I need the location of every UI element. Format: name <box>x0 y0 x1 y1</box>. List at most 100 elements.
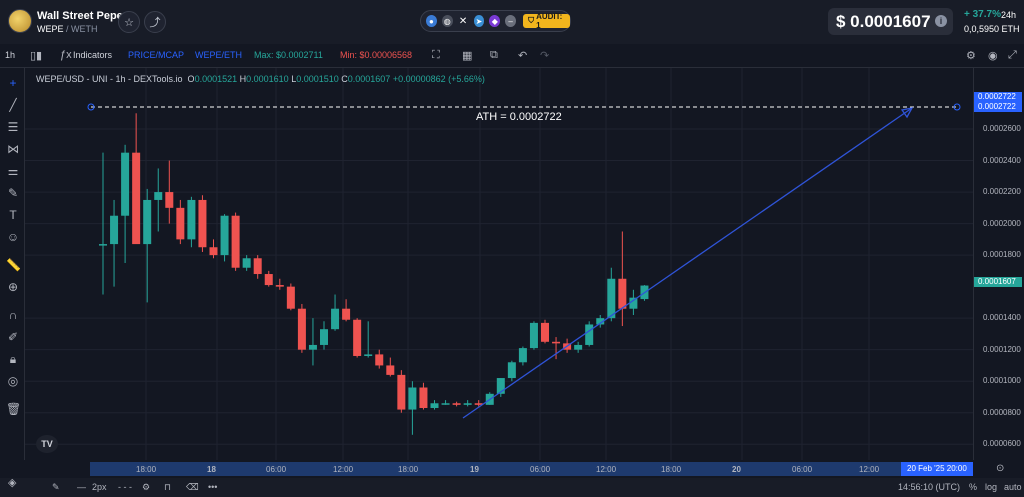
candle-body <box>110 215 119 245</box>
pattern-icon[interactable]: ⋈ <box>7 142 19 156</box>
price-mcap-toggle[interactable]: PRICE/MCAP <box>128 50 185 60</box>
price-tick: 0.0000800 <box>983 407 1021 417</box>
candle-body <box>541 322 549 342</box>
ath-line-handle-left[interactable] <box>87 103 95 111</box>
interval-button[interactable]: 1h <box>5 50 16 60</box>
tradingview-logo[interactable]: TV <box>36 435 58 453</box>
chart-layout-icon[interactable]: ▦ <box>462 50 473 62</box>
layers-icon[interactable]: ◈ <box>8 477 17 489</box>
text-icon[interactable]: T <box>9 208 17 222</box>
candle-body <box>231 215 240 268</box>
ohlc-legend: WEPE/USD - UNI - 1h - DEXTools.io O0.000… <box>36 74 485 84</box>
redo-icon[interactable]: ↷ <box>540 50 550 62</box>
price-tick: 0.0001800 <box>983 250 1021 260</box>
indicators-button[interactable]: Indicators <box>73 50 113 60</box>
dextools-icon[interactable]: ◆ <box>489 15 501 27</box>
pair-toggle[interactable]: WEPE/ETH <box>195 50 243 60</box>
stroke-width[interactable]: 2px <box>92 482 107 492</box>
magnet-icon[interactable]: ∩ <box>8 308 18 322</box>
compare-icon[interactable]: ⧉ <box>490 49 498 61</box>
brush-icon[interactable]: ✎ <box>7 186 19 200</box>
time-tick: 12:00 <box>333 465 354 474</box>
trash-icon[interactable]: 🗑︎ <box>6 402 22 416</box>
candle-body <box>452 403 461 405</box>
price-value: $ 0.0001607 <box>836 11 931 31</box>
favorite-button[interactable]: ☆ <box>118 11 140 33</box>
candle-body <box>386 365 395 375</box>
emoji-icon[interactable]: ☺ <box>6 230 20 244</box>
chart-toolbar: 1h ▯▮ ƒx Indicators PRICE/MCAP WEPE/ETH … <box>0 44 1024 68</box>
gear-icon[interactable]: ⚙ <box>142 482 151 492</box>
info-icon[interactable]: i <box>935 15 947 27</box>
legend-change: +0.00000862 (+5.66%) <box>392 74 485 84</box>
trend-arrow-line[interactable] <box>462 107 913 419</box>
fib-icon[interactable]: ☰ <box>7 120 19 134</box>
change-period: 24h <box>1001 10 1017 20</box>
undo-icon[interactable]: ↶ <box>518 50 528 62</box>
price-change: + 37.7% <box>964 9 1001 20</box>
unlock-icon[interactable]: ⊓ <box>164 482 172 492</box>
time-tick: 19 <box>470 465 479 474</box>
expand-icon[interactable]: ⤢ <box>1008 49 1017 61</box>
chart-grid <box>25 68 973 460</box>
candle-body <box>529 322 538 349</box>
candle-body <box>518 348 527 363</box>
price-axis[interactable] <box>973 68 1024 460</box>
candle-body <box>397 374 406 410</box>
time-tick: 18:00 <box>661 465 682 474</box>
candle-body <box>253 258 262 275</box>
goto-date-icon[interactable]: ⊙ <box>996 463 1005 474</box>
screenshot-icon[interactable]: ◉ <box>988 50 998 62</box>
candle-body <box>430 403 439 408</box>
legend-low: 0.0001510 <box>296 74 339 84</box>
minus-icon[interactable]: – <box>505 15 517 27</box>
candle-type-icon[interactable]: ▯▮ <box>30 50 43 62</box>
lock-icon[interactable]: 🔒︎ <box>9 352 17 366</box>
ath-annotation[interactable]: ATH = 0.0002722 <box>476 111 562 123</box>
pencil-icon[interactable]: ✎ <box>52 482 60 492</box>
price-tick: 0.0001200 <box>983 344 1021 354</box>
settings-icon[interactable]: ⚙ <box>966 50 976 62</box>
lock-drawing-icon[interactable]: ✐ <box>7 330 19 344</box>
log-toggle[interactable]: log <box>985 482 998 492</box>
coingecko-icon[interactable]: ● <box>426 15 437 27</box>
candle-body <box>496 378 505 394</box>
price-tick: 0.0002200 <box>983 187 1021 197</box>
eye-icon[interactable]: ◎ <box>7 374 19 388</box>
candle-body <box>441 403 450 405</box>
projection-icon[interactable]: ⚌ <box>7 164 19 178</box>
share-icon: ⤴ <box>149 17 161 29</box>
time-axis[interactable] <box>90 462 973 476</box>
candle-body <box>552 341 561 344</box>
line-style-icon[interactable]: — <box>77 482 86 492</box>
candles <box>99 113 649 435</box>
candlestick-chart[interactable] <box>25 68 973 460</box>
zoom-icon[interactable]: ⊕ <box>7 280 19 294</box>
dash-style-icon[interactable]: - - - <box>118 482 132 492</box>
share-button[interactable]: ⤴ <box>144 11 166 33</box>
globe-icon[interactable]: ◍ <box>441 15 453 27</box>
more-icon[interactable]: ••• <box>208 482 218 492</box>
x-icon[interactable]: ✕ <box>458 15 468 27</box>
trend-arrowhead <box>900 107 914 119</box>
fullscreen-icon[interactable]: ⛶ <box>432 49 440 61</box>
candle-body <box>618 278 627 309</box>
candle-body <box>286 286 295 309</box>
percent-toggle[interactable]: % <box>969 482 978 492</box>
trendline-icon[interactable]: ╱ <box>9 98 17 112</box>
price-tick: 0.0002000 <box>983 218 1021 228</box>
audit-badge[interactable]: ⛉ AUDIT: 1 <box>523 12 571 30</box>
telegram-icon[interactable]: ➤ <box>473 15 485 27</box>
candle-body <box>264 274 273 286</box>
candle-body <box>320 329 328 345</box>
candle-body <box>463 403 472 405</box>
legend-c-label: C <box>341 74 348 84</box>
crosshair-icon[interactable]: + <box>9 76 17 90</box>
ruler-icon[interactable]: 📏 <box>6 258 21 272</box>
candle-body <box>99 244 107 246</box>
ath-line-handle-right[interactable] <box>953 103 961 111</box>
auto-toggle[interactable]: auto <box>1004 482 1022 492</box>
delete-icon[interactable]: ⌫ <box>186 482 199 492</box>
utc-time[interactable]: 14:56:10 (UTC) <box>898 482 961 492</box>
legend-l-label: L <box>291 74 297 84</box>
